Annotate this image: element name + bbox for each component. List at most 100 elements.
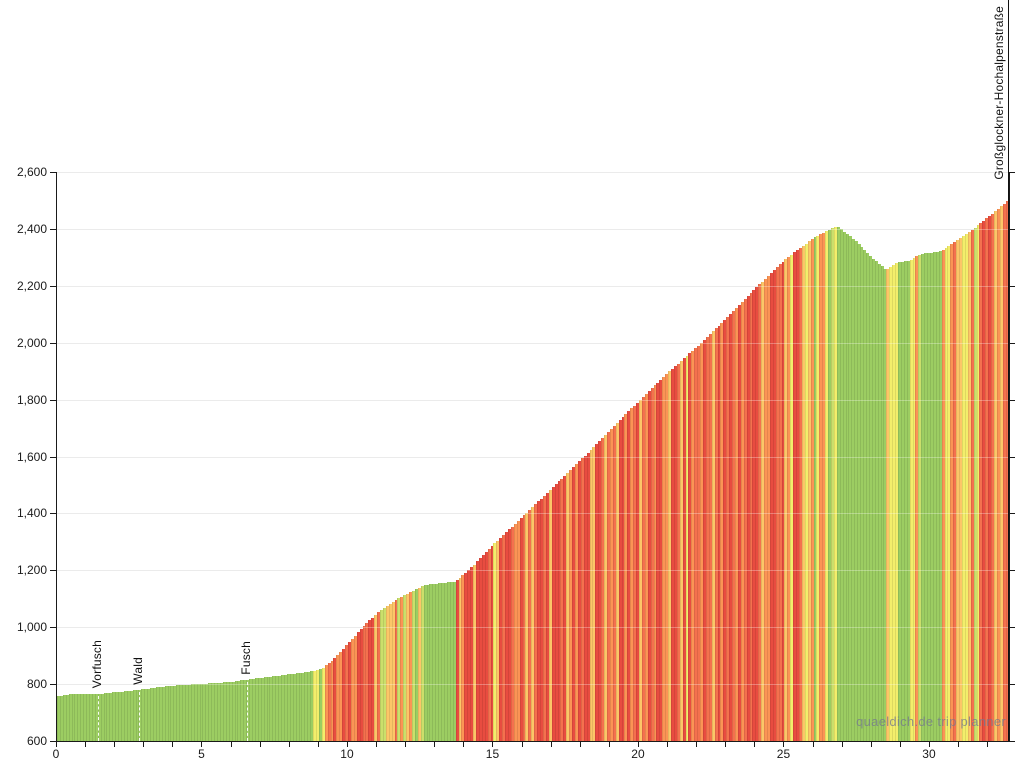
profile-bar [915,256,919,741]
right-axis-tick [1010,513,1015,515]
profile-bar [219,682,224,741]
profile-bar [330,661,334,741]
profile-bar [682,358,686,741]
profile-bar [967,231,972,741]
profile-bar [426,584,430,741]
y-axis-tick [50,513,56,515]
profile-bar [286,674,291,741]
profile-bar [432,584,436,741]
profile-bar [473,564,477,741]
profile-bar [970,229,974,741]
x-axis-tick [550,742,552,747]
profile-bar [1002,203,1007,741]
profile-bar [493,543,497,741]
y-axis-tick [50,399,56,401]
profile-bar [612,426,617,741]
profile-bar [89,693,93,741]
location-marker-line [246,681,248,741]
profile-bar [237,680,241,741]
profile-bar [508,529,512,741]
profile-bar [336,655,340,741]
x-axis-tick [783,742,785,747]
profile-bar [793,252,797,741]
profile-bar [412,590,416,741]
profile-bar [266,676,270,741]
profile-bar [921,253,925,741]
x-axis-tick [172,742,174,747]
profile-bar [342,648,346,741]
profile-bar [810,239,814,741]
profile-bar [673,366,678,741]
profile-bar [569,469,573,741]
gridline [57,228,1010,230]
profile-bar [414,589,419,741]
profile-bar [624,414,628,741]
gridline-overlay [57,342,1010,344]
route-end-label: Großglockner-Hochalpenstraße [992,6,1006,180]
profile-bar [484,552,489,741]
x-axis-tick [346,742,348,747]
profile-bar [170,685,174,741]
profile-bar [668,371,672,741]
profile-bar [554,484,558,741]
profile-bar [959,237,963,741]
profile-bar [522,515,526,741]
profile-bar [365,622,369,741]
profile-bar [269,676,273,741]
profile-bar [615,423,619,741]
profile-bar [118,691,122,741]
profile-bar [548,490,553,741]
x-axis-tick [143,742,145,747]
right-axis-tick [1010,570,1015,572]
profile-bar [132,690,136,741]
profile-bar [173,685,177,741]
profile-bar [769,272,774,741]
profile-bar [368,620,372,741]
profile-bar [813,237,817,741]
profile-bar [234,681,238,741]
profile-bar [327,663,331,741]
profile-bar [345,645,349,741]
profile-bar [409,592,413,741]
profile-bar [347,642,352,741]
profile-bar [153,687,157,741]
profile-bar [586,452,590,741]
profile-bar [202,683,206,741]
profile-bar [717,325,721,741]
profile-bar [871,258,876,741]
profile-bar [953,241,957,741]
profile-bar [606,432,611,741]
profile-bar [694,348,698,741]
profile-bar [650,388,654,741]
profile-bar [630,408,634,741]
profile-bar [775,267,780,741]
profile-bar [313,670,317,741]
profile-bar [772,270,777,741]
profile-bar [100,693,104,741]
profile-bar [737,305,742,741]
gridline-overlay [57,399,1010,401]
x-axis-tick [259,742,261,747]
profile-bar [851,238,855,741]
profile-bar [973,227,977,741]
profile-bar [735,308,739,741]
profile-bar [307,671,311,741]
profile-bar [982,220,986,741]
profile-bar [752,290,756,741]
profile-bar [362,625,366,741]
profile-bar [897,262,902,741]
profile-bar [653,385,657,741]
profile-bar [449,582,454,741]
profile-bar [729,314,733,741]
profile-bar [618,420,622,741]
x-axis-tick [637,742,639,747]
profile-bar [935,251,940,741]
profile-bar [659,379,663,741]
profile-bar [595,443,599,741]
profile-bar [598,441,602,741]
gridline [57,285,1010,287]
profile-bar [502,534,506,741]
profile-bar [158,686,163,741]
profile-bar [121,691,125,741]
